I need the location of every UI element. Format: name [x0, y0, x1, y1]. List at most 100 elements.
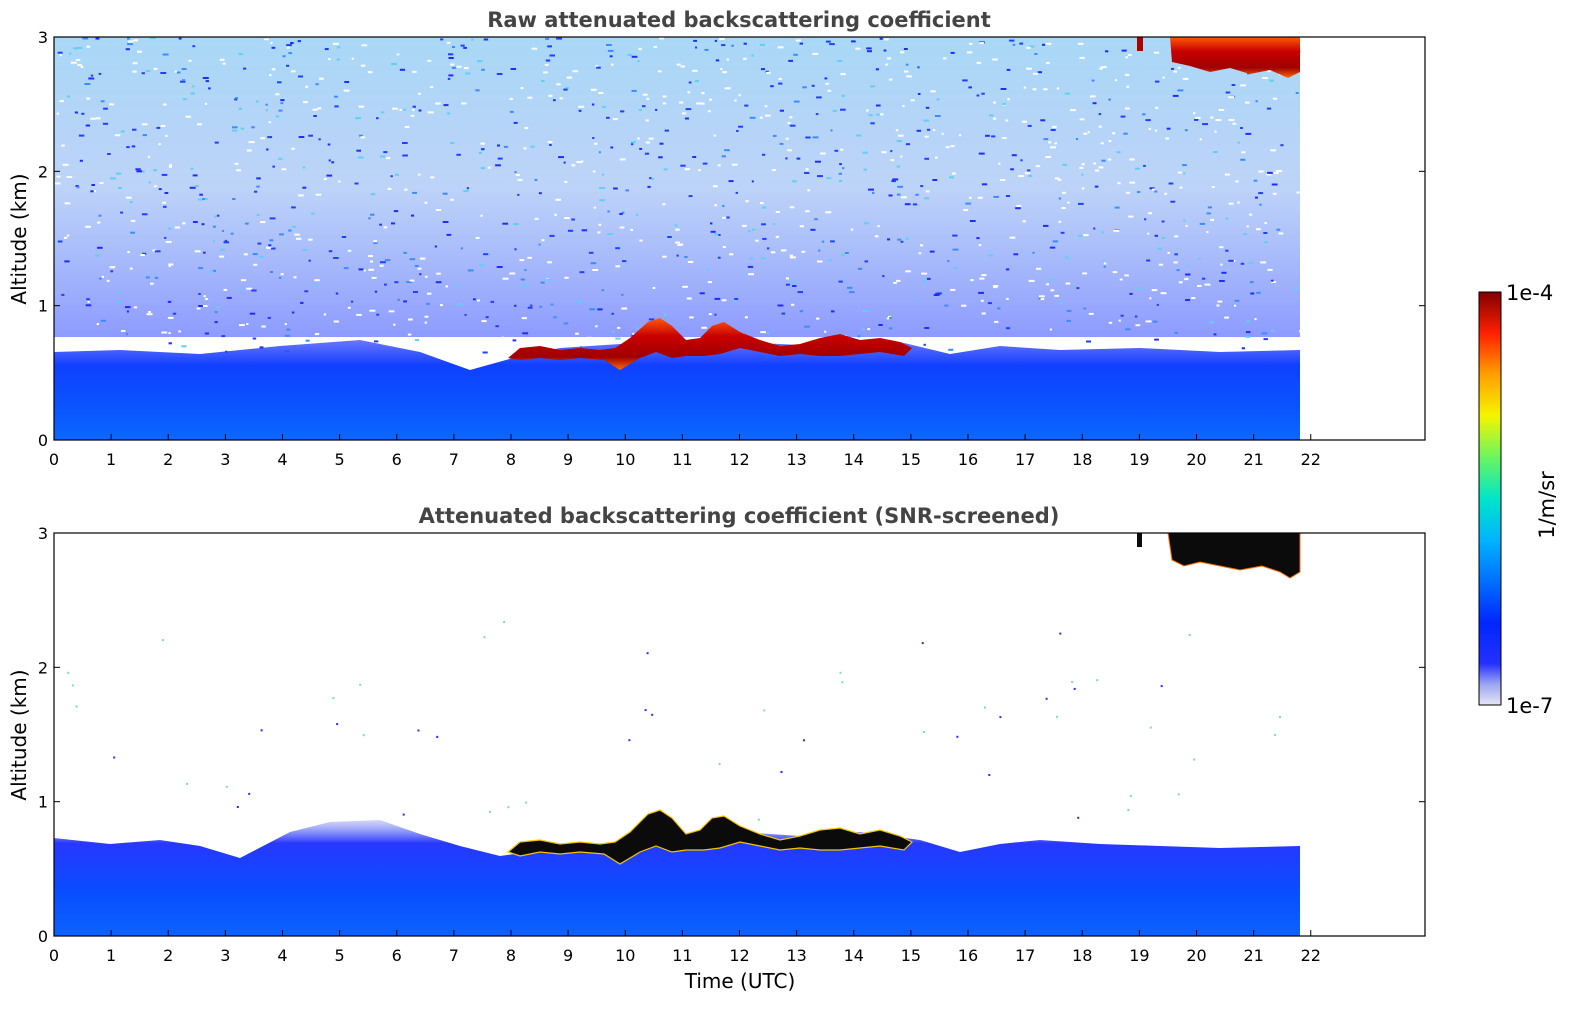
noise-pixel: [549, 54, 555, 57]
noise-pixel: [795, 39, 801, 42]
noise-pixel: [376, 313, 380, 316]
x-tick-label: 11: [672, 450, 692, 469]
noise-pixel: [351, 57, 354, 60]
noise-pixel: [977, 339, 982, 342]
noise-pixel: [394, 173, 399, 176]
noise-pixel: [497, 144, 500, 147]
noise-pixel: [361, 44, 368, 47]
noise-pixel: [649, 177, 652, 180]
noise-pixel: [658, 156, 663, 159]
noise-pixel: [910, 289, 914, 292]
top-high-cloud: [1138, 37, 1300, 78]
noise-pixel: [726, 58, 729, 61]
x-tick-label: 9: [563, 450, 573, 469]
noise-pixel: [1154, 190, 1158, 193]
noise-pixel: [1201, 277, 1206, 280]
noise-pixel: [867, 328, 871, 331]
noise-pixel: [1253, 179, 1258, 182]
top-low-cloud: [508, 318, 912, 370]
noise-pixel: [1032, 88, 1037, 91]
noise-pixel: [87, 300, 90, 303]
noise-pixel: [1165, 137, 1170, 140]
noise-pixel: [710, 222, 713, 225]
noise-pixel: [816, 96, 822, 99]
noise-pixel: [205, 102, 208, 105]
noise-pixel: [676, 254, 679, 257]
noise-pixel: [1256, 291, 1261, 294]
noise-pixel: [429, 86, 434, 89]
noise-pixel: [659, 142, 664, 145]
noise-pixel: [863, 222, 869, 225]
noise-pixel: [644, 152, 650, 155]
noise-pixel: [905, 143, 911, 146]
noise-pixel: [1129, 181, 1136, 184]
x-tick-label: 17: [1015, 450, 1035, 469]
x-tick-label: 8: [506, 450, 516, 469]
noise-pixel: [766, 71, 771, 74]
noise-pixel: [896, 165, 900, 168]
noise-pixel: [989, 114, 994, 117]
noise-pixel: [601, 173, 604, 176]
noise-pixel: [56, 175, 61, 178]
noise-pixel: [825, 40, 831, 43]
noise-pixel: [1241, 151, 1246, 154]
noise-pixel: [254, 190, 258, 193]
top-panel-title: Raw attenuated backscattering coefficien…: [487, 8, 991, 32]
noise-pixel: [335, 292, 339, 295]
noise-pixel: [174, 70, 178, 73]
x-tick-label: 7: [449, 946, 459, 965]
noise-pixel: [1271, 281, 1276, 283]
noise-pixel: [165, 134, 168, 137]
noise-pixel: [328, 250, 333, 253]
noise-pixel: [288, 229, 292, 232]
noise-pixel: [194, 185, 199, 187]
noise-pixel: [246, 323, 249, 325]
noise-pixel: [1185, 273, 1191, 276]
x-tick-label: 16: [958, 946, 978, 965]
noise-pixel: [999, 179, 1006, 181]
noise-pixel: [615, 247, 620, 250]
scattered-pixel: [1149, 726, 1152, 729]
noise-pixel: [1006, 297, 1009, 300]
noise-pixel: [390, 175, 393, 178]
noise-pixel: [235, 97, 238, 100]
scattered-pixel: [332, 697, 335, 700]
noise-pixel: [334, 95, 338, 98]
noise-pixel: [997, 307, 1001, 310]
noise-pixel: [153, 169, 158, 172]
bottom-y-axis-label: Altitude (km): [7, 669, 31, 800]
noise-pixel: [976, 237, 980, 240]
noise-pixel: [841, 94, 845, 97]
y-tick-label: 3: [38, 524, 48, 543]
scattered-pixel: [841, 681, 844, 684]
noise-pixel: [657, 70, 662, 73]
noise-pixel: [368, 217, 371, 220]
noise-pixel: [563, 161, 566, 164]
noise-pixel: [681, 112, 687, 115]
noise-pixel: [639, 147, 643, 150]
noise-pixel: [502, 277, 509, 280]
noise-pixel: [1270, 149, 1276, 152]
noise-pixel: [555, 198, 562, 201]
noise-pixel: [1137, 191, 1141, 193]
noise-pixel: [318, 138, 321, 141]
noise-pixel: [831, 310, 835, 313]
noise-pixel: [579, 271, 585, 274]
noise-pixel: [556, 83, 561, 86]
noise-pixel: [327, 143, 331, 146]
noise-pixel: [168, 227, 172, 230]
noise-pixel: [402, 154, 408, 157]
bottom-boundary-layer: [54, 820, 1300, 936]
noise-pixel: [252, 253, 258, 256]
x-tick-label: 10: [615, 946, 635, 965]
noise-pixel: [338, 180, 341, 183]
noise-pixel: [391, 63, 397, 65]
noise-pixel: [988, 254, 994, 257]
x-tick-label: 19: [1129, 450, 1149, 469]
noise-pixel: [817, 260, 823, 263]
noise-pixel: [704, 48, 709, 51]
noise-pixel: [553, 316, 557, 319]
noise-pixel: [1263, 232, 1268, 234]
noise-pixel: [446, 41, 451, 44]
